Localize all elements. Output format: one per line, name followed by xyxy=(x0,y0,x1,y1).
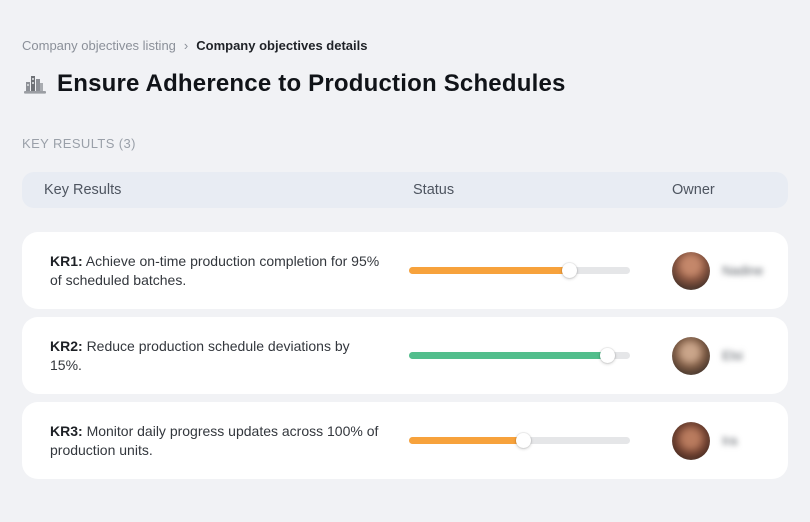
table-row[interactable]: KR1: Achieve on-time production completi… xyxy=(22,232,788,309)
owner-name: Nadine xyxy=(722,263,764,278)
status-cell xyxy=(409,433,672,448)
owner-name: Elsi xyxy=(722,348,743,363)
kr-text: Achieve on-time production completion fo… xyxy=(50,252,380,288)
status-cell xyxy=(409,263,672,278)
table-header: Key Results Status Owner xyxy=(22,172,788,208)
key-results-list: KR1: Achieve on-time production completi… xyxy=(22,232,788,479)
objective-details-page: Company objectives listing › Company obj… xyxy=(22,37,788,479)
owner-cell: Ira xyxy=(672,421,788,460)
progress-slider[interactable] xyxy=(409,263,630,278)
title-row: Ensure Adherence to Production Schedules xyxy=(22,70,788,98)
breadcrumb: Company objectives listing › Company obj… xyxy=(22,37,788,54)
avatar xyxy=(672,336,710,375)
breadcrumb-item-details: Company objectives details xyxy=(196,38,368,53)
kr-id-label: KR3: xyxy=(50,422,83,439)
slider-thumb[interactable] xyxy=(515,433,531,448)
key-results-count-label: KEY RESULTS (3) xyxy=(22,136,136,151)
breadcrumb-item-listing[interactable]: Company objectives listing xyxy=(22,38,176,53)
slider-thumb[interactable] xyxy=(562,263,578,278)
kr-description: KR3: Monitor daily progress updates acro… xyxy=(22,422,409,460)
column-header-owner: Owner xyxy=(672,182,715,198)
page-title: Ensure Adherence to Production Schedules xyxy=(57,70,566,97)
status-cell xyxy=(409,348,672,363)
table-row[interactable]: KR2: Reduce production schedule deviatio… xyxy=(22,317,788,394)
progress-fill xyxy=(409,437,524,444)
column-header-status: Status xyxy=(413,182,455,198)
kr-text: Monitor daily progress updates across 10… xyxy=(50,422,379,458)
kr-text: Reduce production schedule deviations by… xyxy=(50,337,350,373)
owner-name: Ira xyxy=(722,433,738,448)
progress-fill xyxy=(409,352,608,359)
progress-fill xyxy=(409,267,571,274)
owner-cell: Elsi xyxy=(672,336,788,375)
slider-thumb[interactable] xyxy=(599,348,615,363)
building-bars-icon xyxy=(22,71,48,97)
kr-id-label: KR2: xyxy=(50,337,83,354)
table-row[interactable]: KR3: Monitor daily progress updates acro… xyxy=(22,402,788,479)
owner-cell: Nadine xyxy=(672,251,788,290)
kr-description: KR2: Reduce production schedule deviatio… xyxy=(22,337,409,375)
chevron-right-icon: › xyxy=(183,37,189,53)
kr-description: KR1: Achieve on-time production completi… xyxy=(22,252,409,290)
column-header-key-results: Key Results xyxy=(44,182,122,198)
progress-slider[interactable] xyxy=(409,433,630,448)
kr-id-label: KR1: xyxy=(50,252,83,269)
avatar xyxy=(672,251,710,290)
avatar xyxy=(672,421,710,460)
progress-slider[interactable] xyxy=(409,348,630,363)
